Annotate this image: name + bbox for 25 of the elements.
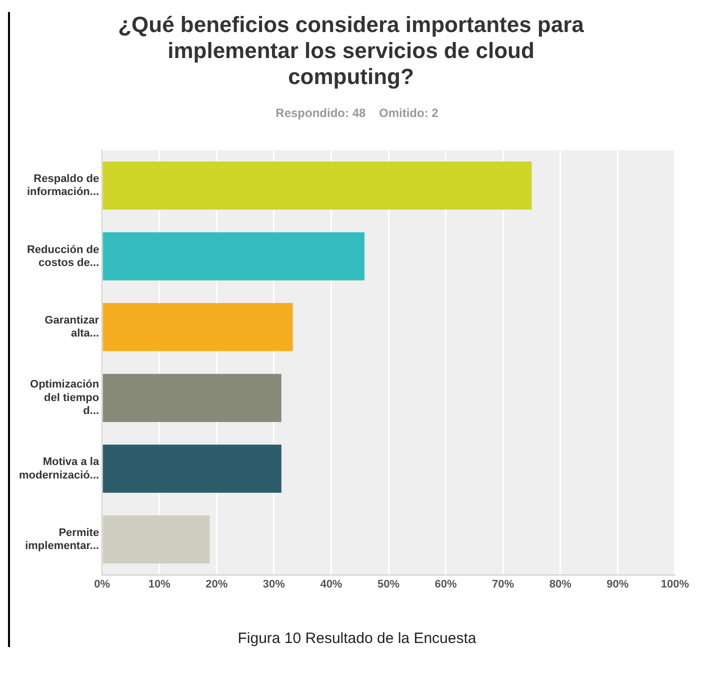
y-tick-label: Motiva a la modernizació... [18, 456, 100, 482]
x-tick-label: 60% [434, 578, 458, 590]
x-tick-label: 10% [148, 578, 171, 590]
y-tick-label: Garantizar alta... [44, 314, 100, 340]
y-tick-label: Reducción de costos de... [26, 244, 100, 269]
text: Figura 10 Resultado de la Encuesta [236, 630, 478, 647]
bar [102, 444, 282, 493]
x-tick-label: 90% [606, 578, 629, 590]
x-tick-label: 100% [660, 578, 690, 590]
bar [102, 162, 532, 210]
x-tick-label: 20% [206, 578, 228, 590]
x-tick-label: 80% [549, 578, 572, 590]
chart-subtitle: Respondido: 48 Omitido: 2 [274, 106, 440, 120]
bar [102, 303, 293, 352]
x-tick-label: 40% [320, 578, 342, 590]
bar [102, 232, 364, 280]
x-tick-label: 30% [262, 578, 286, 590]
x-tick-label: 50% [377, 578, 400, 590]
x-tick-label: 70% [492, 578, 514, 590]
bar [102, 374, 282, 422]
y-tick-label: Optimización del tiempo d... [30, 378, 100, 418]
x-tick-label: 0% [94, 578, 110, 590]
y-tick-label: Respaldo de información... [26, 173, 100, 198]
chart-title: ¿Qué beneficios considera importantes para implementar los servicios de cloud computing? [117, 12, 585, 90]
y-tick-label: Permite implementar... [25, 526, 100, 552]
